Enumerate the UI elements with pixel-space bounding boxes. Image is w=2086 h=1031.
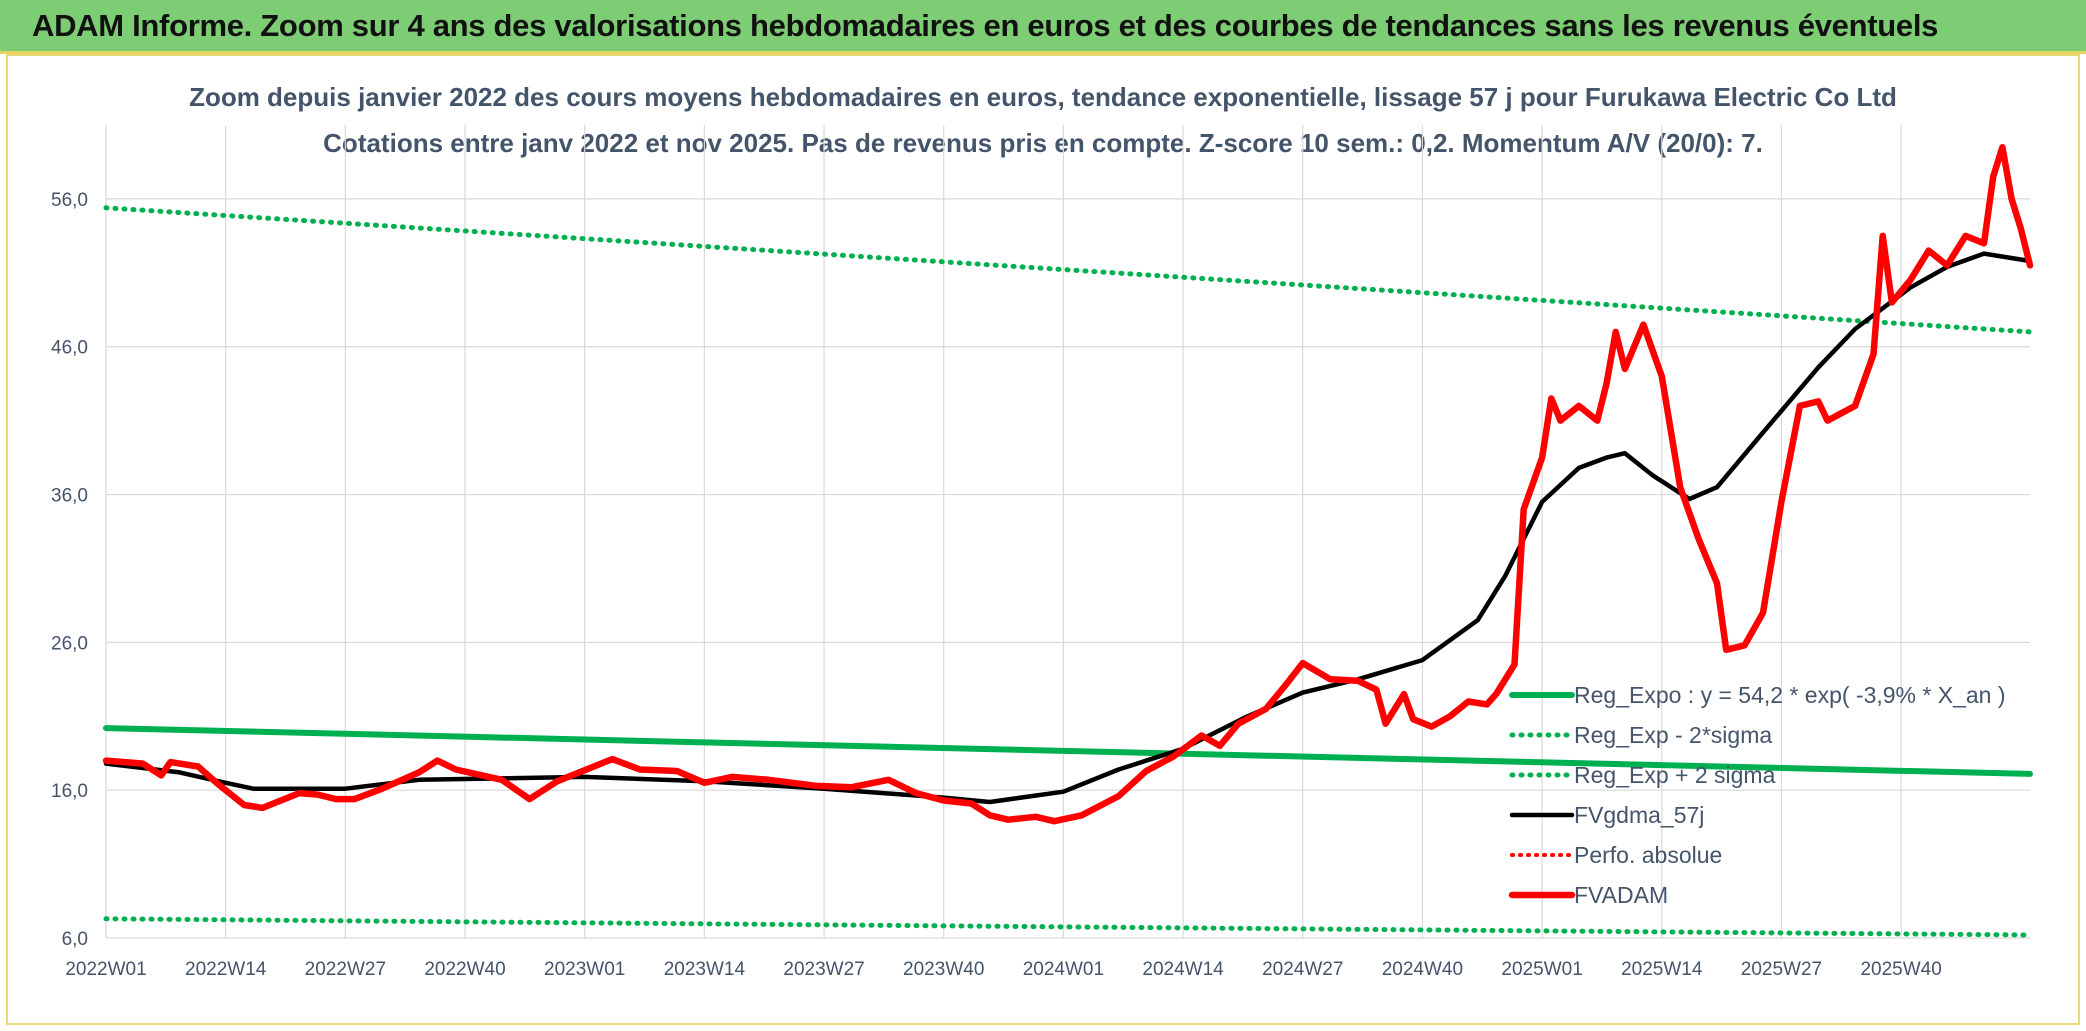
x-tick-label: 2025W27: [1741, 959, 1822, 980]
series-line-5: [102, 143, 2034, 825]
x-axis: 2022W01 2022W14 2022W27 2022W40 2023W01 2023W…: [65, 959, 1941, 980]
gridlines: [105, 125, 2030, 939]
legend-label: FVgdma_57j: [1574, 802, 1704, 828]
series-line-3: [103, 251, 2033, 805]
legend-label: Perfo. absolue: [1574, 842, 1722, 868]
series-layer: [102, 143, 2034, 938]
x-tick-label: 2022W01: [65, 959, 146, 980]
y-tick-label: 26,0: [51, 633, 88, 654]
x-tick-label: 2024W40: [1382, 959, 1463, 980]
y-axis: 6,0 16,0 26,0 36,0 46,0 56,0: [51, 190, 88, 950]
x-tick-label: 2023W27: [783, 959, 864, 980]
x-tick-label: 2022W14: [185, 959, 267, 980]
y-tick-label: 6,0: [62, 929, 88, 950]
banner-title: ADAM Informe. Zoom sur 4 ans des valoris…: [32, 8, 1939, 43]
header-banner: ADAM Informe. Zoom sur 4 ans des valoris…: [0, 0, 2086, 54]
series-line-1: [103, 916, 2033, 938]
legend: Reg_Expo : y = 54,2 * exp( -3,9% * X_an …: [1508, 682, 2006, 908]
x-tick-label: 2023W14: [664, 959, 746, 980]
legend-label: Reg_Expo : y = 54,2 * exp( -3,9% * X_an …: [1574, 682, 2006, 708]
chart-title: Zoom depuis janvier 2022 des cours moyen…: [189, 82, 1897, 112]
x-tick-label: 2024W14: [1142, 959, 1224, 980]
y-tick-label: 56,0: [51, 190, 88, 211]
x-tick-label: 2022W27: [305, 959, 386, 980]
x-tick-label: 2023W01: [544, 959, 625, 980]
x-tick-label: 2023W40: [903, 959, 984, 980]
chart-frame: [6, 54, 2080, 1025]
x-tick-label: 2025W01: [1501, 959, 1582, 980]
x-tick-label: 2022W40: [424, 959, 505, 980]
y-tick-label: 36,0: [51, 486, 88, 507]
series-line-2: [103, 205, 2033, 335]
chart-subtitle: Cotations entre janv 2022 et nov 2025. P…: [323, 128, 1763, 158]
x-tick-label: 2025W14: [1621, 959, 1703, 980]
y-tick-label: 16,0: [51, 781, 88, 802]
legend-label: Reg_Exp + 2 sigma: [1574, 762, 1776, 788]
x-tick-label: 2024W27: [1262, 959, 1343, 980]
y-tick-label: 46,0: [51, 338, 88, 359]
legend-label: Reg_Exp - 2*sigma: [1574, 722, 1772, 748]
series-line-0: [103, 725, 2033, 777]
x-tick-label: 2024W01: [1023, 959, 1104, 980]
x-tick-label: 2025W40: [1860, 959, 1941, 980]
legend-label: FVADAM: [1574, 882, 1668, 908]
